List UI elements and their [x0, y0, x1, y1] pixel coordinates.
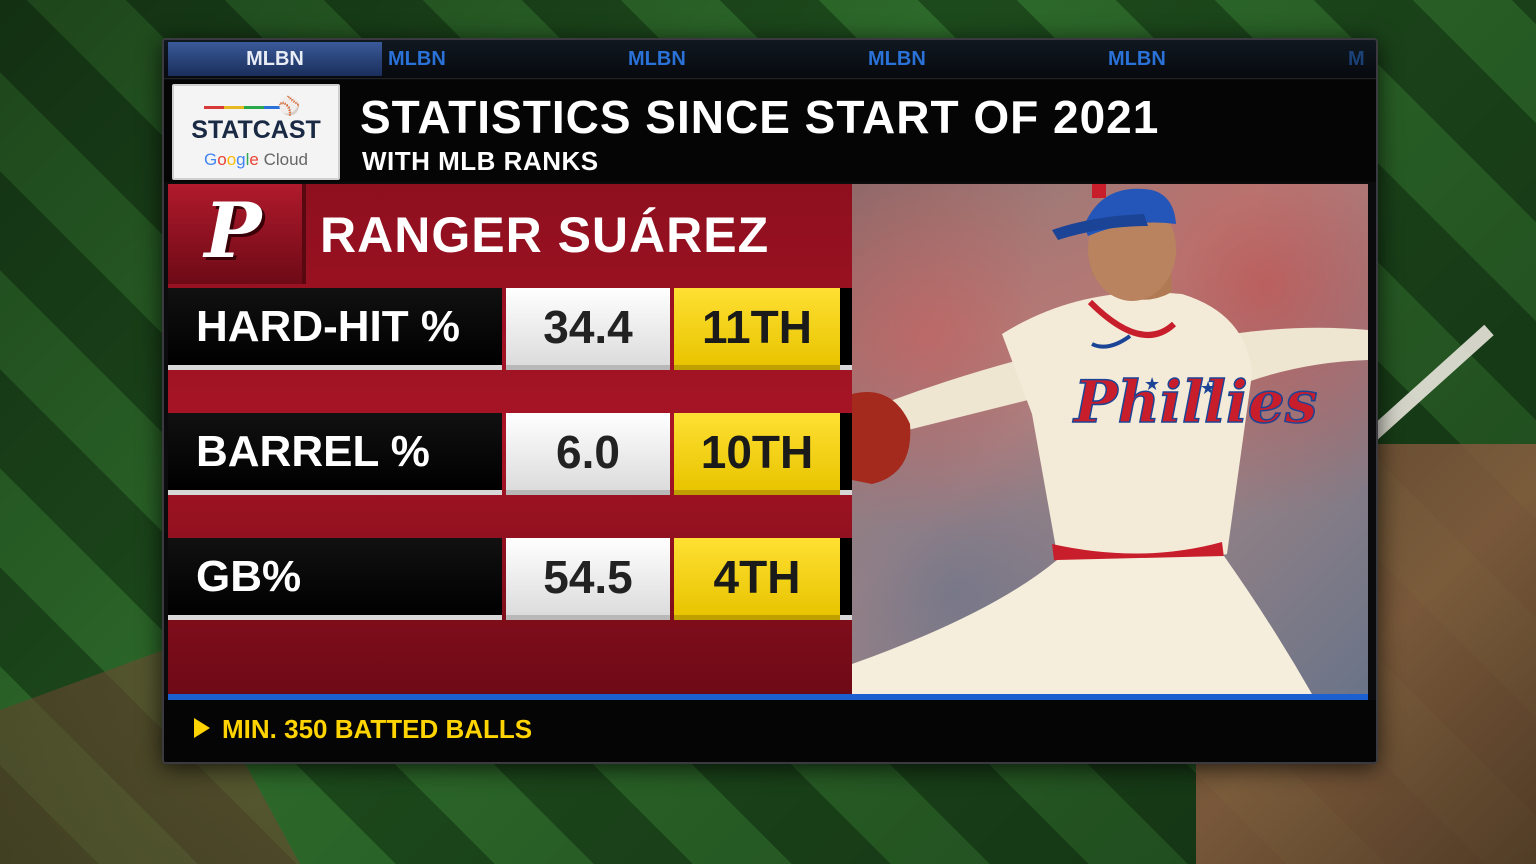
- player-name: RANGER SUÁREZ: [320, 207, 770, 263]
- jersey-script-text: Phillies: [1072, 368, 1317, 436]
- stat-row-end: [840, 288, 852, 370]
- statcast-wordmark: STATCAST: [191, 116, 321, 144]
- ticker-item: MLBN: [868, 48, 926, 70]
- stat-label: GB%: [168, 538, 502, 620]
- graphic-title: STATISTICS SINCE START OF 2021: [360, 91, 1160, 143]
- google-cloud-wordmark: Google Cloud: [203, 150, 309, 169]
- player-photo: Phillies ★ ★: [852, 184, 1368, 694]
- statcast-logo-bars: [204, 106, 284, 109]
- stat-row-end: [840, 413, 852, 495]
- team-logo-block: P: [168, 184, 306, 284]
- ticker-item: M: [1348, 48, 1365, 70]
- ticker-item: MLBN: [628, 48, 686, 70]
- stat-value: 6.0: [506, 413, 670, 495]
- stat-label: BARREL %: [168, 413, 502, 495]
- stat-value: 54.5: [506, 538, 670, 620]
- graphic-subtitle: WITH MLB RANKS: [362, 146, 599, 176]
- stat-row-barrel: BARREL % 6.0 10TH: [168, 413, 852, 495]
- network-ticker: MLBN MLBN MLBN MLBN MLBN M: [164, 40, 1376, 79]
- statcast-logo: ⚾ STATCAST Google Cloud: [172, 84, 340, 180]
- stat-rank: 4TH: [674, 538, 840, 620]
- svg-text:★: ★: [1200, 378, 1216, 398]
- svg-text:★: ★: [1144, 374, 1160, 394]
- batter-silhouette-icon: ⚾: [278, 96, 301, 116]
- footer-note: MIN. 350 BATTED BALLS: [222, 714, 533, 744]
- stat-rank: 10TH: [674, 413, 840, 495]
- stats-table: P RANGER SUÁREZ HARD-HIT % 34.4 11TH BAR…: [168, 184, 852, 694]
- ticker-active-item: MLBN: [168, 42, 382, 76]
- ticker-item: MLBN: [1108, 48, 1166, 70]
- footer-accent-line: [168, 694, 1368, 700]
- stat-row-ground-ball: GB% 54.5 4TH: [168, 538, 852, 620]
- ticker-item: MLBN: [388, 48, 446, 70]
- graphic-header: ⚾ STATCAST Google Cloud STATISTICS SINCE…: [164, 80, 1376, 182]
- stat-row-hard-hit: HARD-HIT % 34.4 11TH: [168, 288, 852, 370]
- stats-graphic-panel: MLBN MLBN MLBN MLBN MLBN M ⚾ STATCAST Go…: [162, 38, 1378, 764]
- pitcher-illustration: Phillies ★ ★: [852, 184, 1368, 694]
- stat-rank: 11TH: [674, 288, 840, 370]
- play-arrow-icon: [194, 718, 210, 738]
- stat-value: 34.4: [506, 288, 670, 370]
- stat-row-end: [840, 538, 852, 620]
- stat-label: HARD-HIT %: [168, 288, 502, 370]
- phillies-logo-icon: P: [204, 186, 262, 275]
- graphic-footer: MIN. 350 BATTED BALLS: [164, 700, 1376, 762]
